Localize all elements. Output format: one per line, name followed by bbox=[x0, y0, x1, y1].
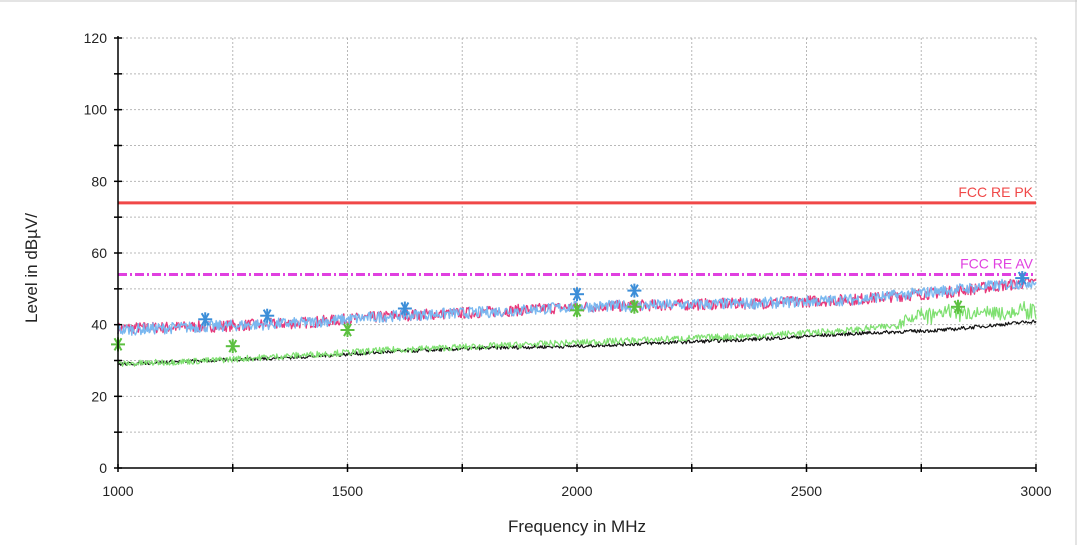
grid bbox=[117, 37, 1037, 469]
limit-line-label: FCC RE PK bbox=[958, 184, 1033, 200]
y-tick-label: 100 bbox=[84, 102, 108, 118]
peak-marker bbox=[198, 312, 213, 327]
peak-marker bbox=[627, 283, 642, 298]
peak-marker bbox=[570, 287, 584, 302]
x-tick-label: 3000 bbox=[1020, 483, 1051, 499]
y-tick-label: 40 bbox=[91, 317, 107, 333]
x-tick-label: 2500 bbox=[791, 483, 822, 499]
y-tick-label: 80 bbox=[91, 173, 107, 189]
x-tick-label: 2000 bbox=[561, 483, 592, 499]
x-tick-label: 1500 bbox=[332, 483, 363, 499]
x-tick-label: 1000 bbox=[102, 483, 133, 499]
y-tick-label: 120 bbox=[84, 30, 108, 46]
limit-line-label: FCC RE AV bbox=[960, 256, 1034, 272]
peak-marker bbox=[260, 308, 275, 323]
series-trace bbox=[117, 301, 1037, 367]
peak-marker bbox=[1015, 271, 1030, 286]
average-marker bbox=[340, 323, 355, 338]
limit-lines: FCC RE PK FCC RE AV bbox=[118, 184, 1036, 276]
peak-marker bbox=[397, 301, 412, 316]
x-axis-title: Frequency in MHz bbox=[508, 517, 646, 536]
y-tick-label: 60 bbox=[91, 245, 107, 261]
y-tick-label: 0 bbox=[99, 460, 107, 476]
average-marker bbox=[225, 339, 240, 354]
series-trace bbox=[117, 319, 1037, 366]
average-marker bbox=[570, 303, 584, 318]
average-marker bbox=[951, 299, 965, 314]
y-tick-label: 20 bbox=[91, 388, 107, 404]
axes: 0 20 40 60 80 100 120 1000 1500 2000 2500 3000 bbox=[84, 30, 1052, 499]
average-marker bbox=[627, 299, 642, 314]
y-axis-title: Level in dBµV/ bbox=[22, 213, 41, 323]
markers bbox=[111, 271, 1030, 354]
